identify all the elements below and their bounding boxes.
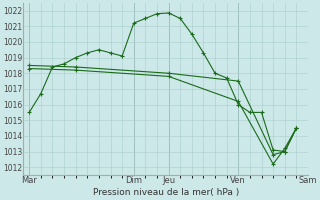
X-axis label: Pression niveau de la mer( hPa ): Pression niveau de la mer( hPa ) (92, 188, 239, 197)
